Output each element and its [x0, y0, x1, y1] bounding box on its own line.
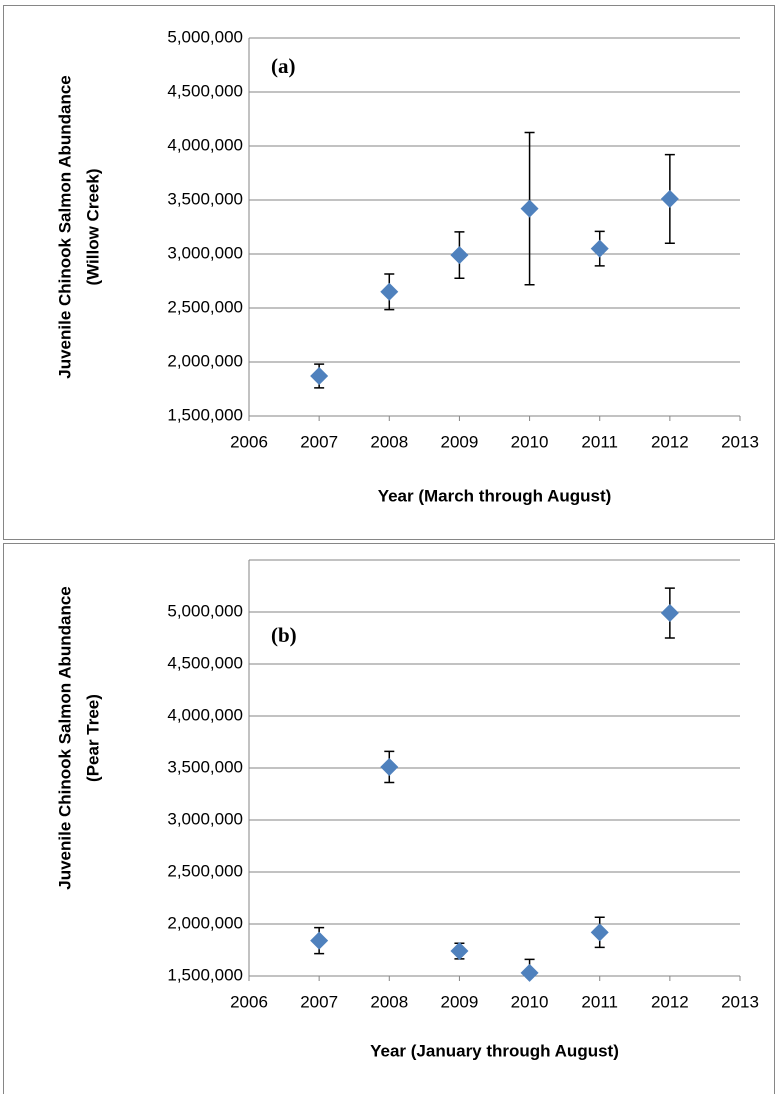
point [380, 757, 399, 776]
annotation: (b) [271, 623, 297, 647]
x-tick-label: 2011 [581, 432, 618, 451]
x-tick-label: 2010 [511, 432, 549, 451]
y-tick-label: 2,000,000 [167, 913, 243, 932]
x-tick-label: 2007 [300, 992, 338, 1011]
y-axis-title: (Willow Creek) [83, 169, 102, 286]
x-tick-label: 2009 [441, 992, 479, 1011]
y-axis-title: Juvenile Chinook Salmon Abundance [55, 586, 74, 890]
x-tick-label: 2012 [651, 432, 689, 451]
point [310, 367, 329, 386]
point [450, 942, 469, 961]
y-tick-label: 4,000,000 [167, 135, 243, 154]
y-tick-label: 4,500,000 [167, 81, 243, 100]
point [450, 246, 469, 265]
x-tick-label: 2012 [651, 992, 689, 1011]
y-tick-label: 2,000,000 [167, 351, 243, 370]
x-tick-label: 2013 [721, 992, 759, 1011]
point [520, 963, 539, 982]
x-axis-title: Year (January through August) [370, 1041, 619, 1060]
panel-frame [3, 543, 775, 1094]
y-tick-label: 3,500,000 [167, 757, 243, 776]
point [380, 282, 399, 301]
y-tick-label: 3,000,000 [167, 809, 243, 828]
panel-frame [3, 5, 775, 540]
y-axis-title: Juvenile Chinook Salmon Abundance [55, 75, 74, 379]
y-tick-label: 2,500,000 [167, 861, 243, 880]
x-tick-label: 2007 [300, 432, 338, 451]
y-tick-label: 4,000,000 [167, 705, 243, 724]
x-tick-label: 2006 [230, 432, 268, 451]
y-tick-label: 4,500,000 [167, 653, 243, 672]
x-tick-label: 2010 [511, 992, 549, 1011]
x-tick-label: 2008 [370, 992, 408, 1011]
point [590, 239, 609, 258]
y-tick-label: 5,000,000 [167, 601, 243, 620]
x-axis-title: Year (March through August) [378, 486, 612, 505]
y-axis-title: (Pear Tree) [83, 694, 102, 782]
point [590, 923, 609, 942]
y-tick-label: 3,000,000 [167, 243, 243, 262]
x-tick-label: 2006 [230, 992, 268, 1011]
y-tick-label: 3,500,000 [167, 189, 243, 208]
y-tick-label: 5,000,000 [167, 27, 243, 46]
x-tick-label: 2008 [370, 432, 408, 451]
y-tick-label: 1,500,000 [167, 405, 243, 424]
annotation: (a) [271, 54, 296, 78]
y-tick-label: 1,500,000 [167, 965, 243, 984]
y-tick-label: 2,500,000 [167, 297, 243, 316]
point [660, 189, 679, 208]
x-tick-label: 2013 [721, 432, 759, 451]
point [310, 931, 329, 950]
point [520, 199, 539, 218]
x-tick-label: 2011 [581, 992, 618, 1011]
point [660, 604, 679, 623]
x-tick-label: 2009 [441, 432, 479, 451]
